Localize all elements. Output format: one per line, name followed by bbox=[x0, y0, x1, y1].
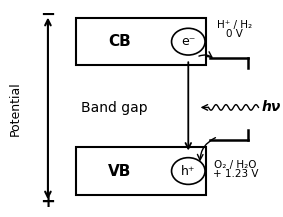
Text: h⁺: h⁺ bbox=[181, 164, 196, 178]
Text: 0 V: 0 V bbox=[226, 29, 243, 39]
Text: CB: CB bbox=[108, 34, 131, 49]
Text: hν: hν bbox=[261, 100, 280, 114]
Text: −: − bbox=[40, 6, 55, 24]
Bar bbox=[76, 18, 206, 65]
Text: VB: VB bbox=[108, 164, 131, 179]
Text: +: + bbox=[40, 193, 55, 211]
Text: + 1.23 V: + 1.23 V bbox=[213, 169, 258, 179]
Text: e⁻: e⁻ bbox=[181, 35, 196, 48]
Text: O₂ / H₂O: O₂ / H₂O bbox=[214, 159, 257, 169]
Circle shape bbox=[171, 28, 205, 55]
Text: H⁺ / H₂: H⁺ / H₂ bbox=[216, 20, 252, 31]
Circle shape bbox=[171, 158, 205, 184]
Text: Potential: Potential bbox=[9, 81, 22, 136]
Bar bbox=[76, 147, 206, 195]
Text: Band gap: Band gap bbox=[81, 102, 147, 115]
